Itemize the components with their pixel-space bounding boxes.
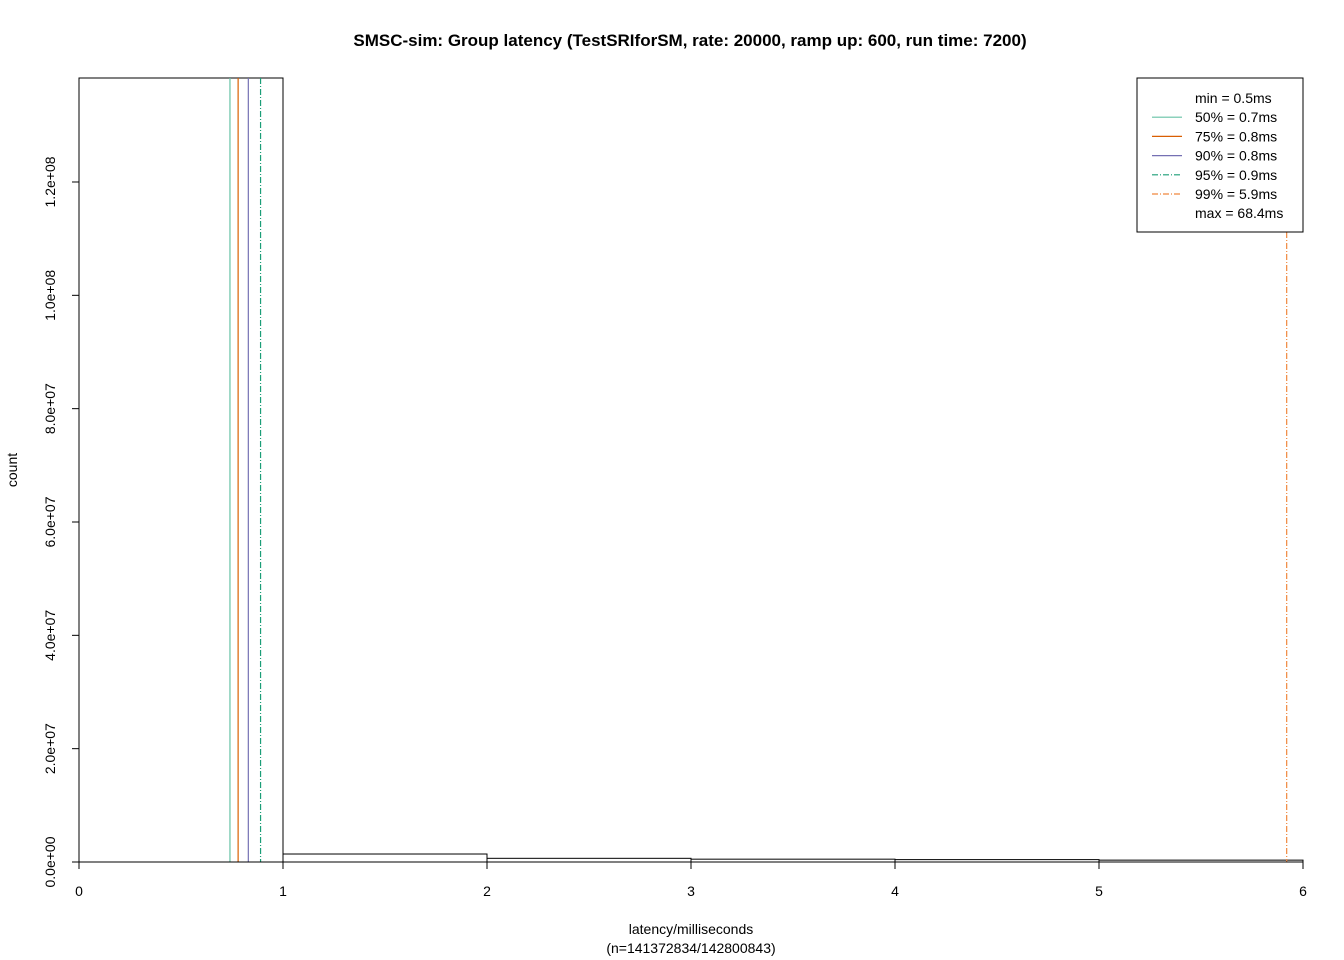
y-tick-label: 0.0e+00 [42,836,58,887]
x-tick-label: 6 [1299,883,1307,899]
chart-title: SMSC-sim: Group latency (TestSRIforSM, r… [353,31,1026,50]
x-tick-label: 0 [75,883,83,899]
legend-entry: min = 0.5ms [1195,90,1272,106]
y-tick-label: 8.0e+07 [42,383,58,434]
y-tick-label: 4.0e+07 [42,610,58,661]
x-tick-label: 5 [1095,883,1103,899]
x-tick-label: 1 [279,883,287,899]
histogram-bar [486,857,692,863]
x-axis-label: latency/milliseconds [629,921,754,937]
legend-entry: 99% = 5.9ms [1195,186,1277,202]
y-axis-label: count [4,453,20,487]
legend: min = 0.5ms 50% = 0.7ms 75% = 0.8ms 90% = 0… [1136,77,1304,233]
legend-entry: 95% = 0.9ms [1195,167,1277,183]
legend-entry: 50% = 0.7ms [1195,109,1277,125]
y-tick-label: 6.0e+07 [42,496,58,547]
y-tick-label: 2.0e+07 [42,723,58,774]
x-axis-sublabel: (n=141372834/142800843) [606,940,775,956]
histogram-bar [282,853,488,863]
legend-entry: 75% = 0.8ms [1195,128,1277,144]
x-tick-label: 4 [891,883,899,899]
x-tick-label: 2 [483,883,491,899]
legend-entry: max = 68.4ms [1195,205,1283,221]
x-tick-label: 3 [687,883,695,899]
y-tick-label: 1.2e+08 [42,156,58,207]
histogram-bar [78,77,284,863]
legend-entry: 90% = 0.8ms [1195,148,1277,164]
y-tick-label: 1.0e+08 [42,270,58,321]
